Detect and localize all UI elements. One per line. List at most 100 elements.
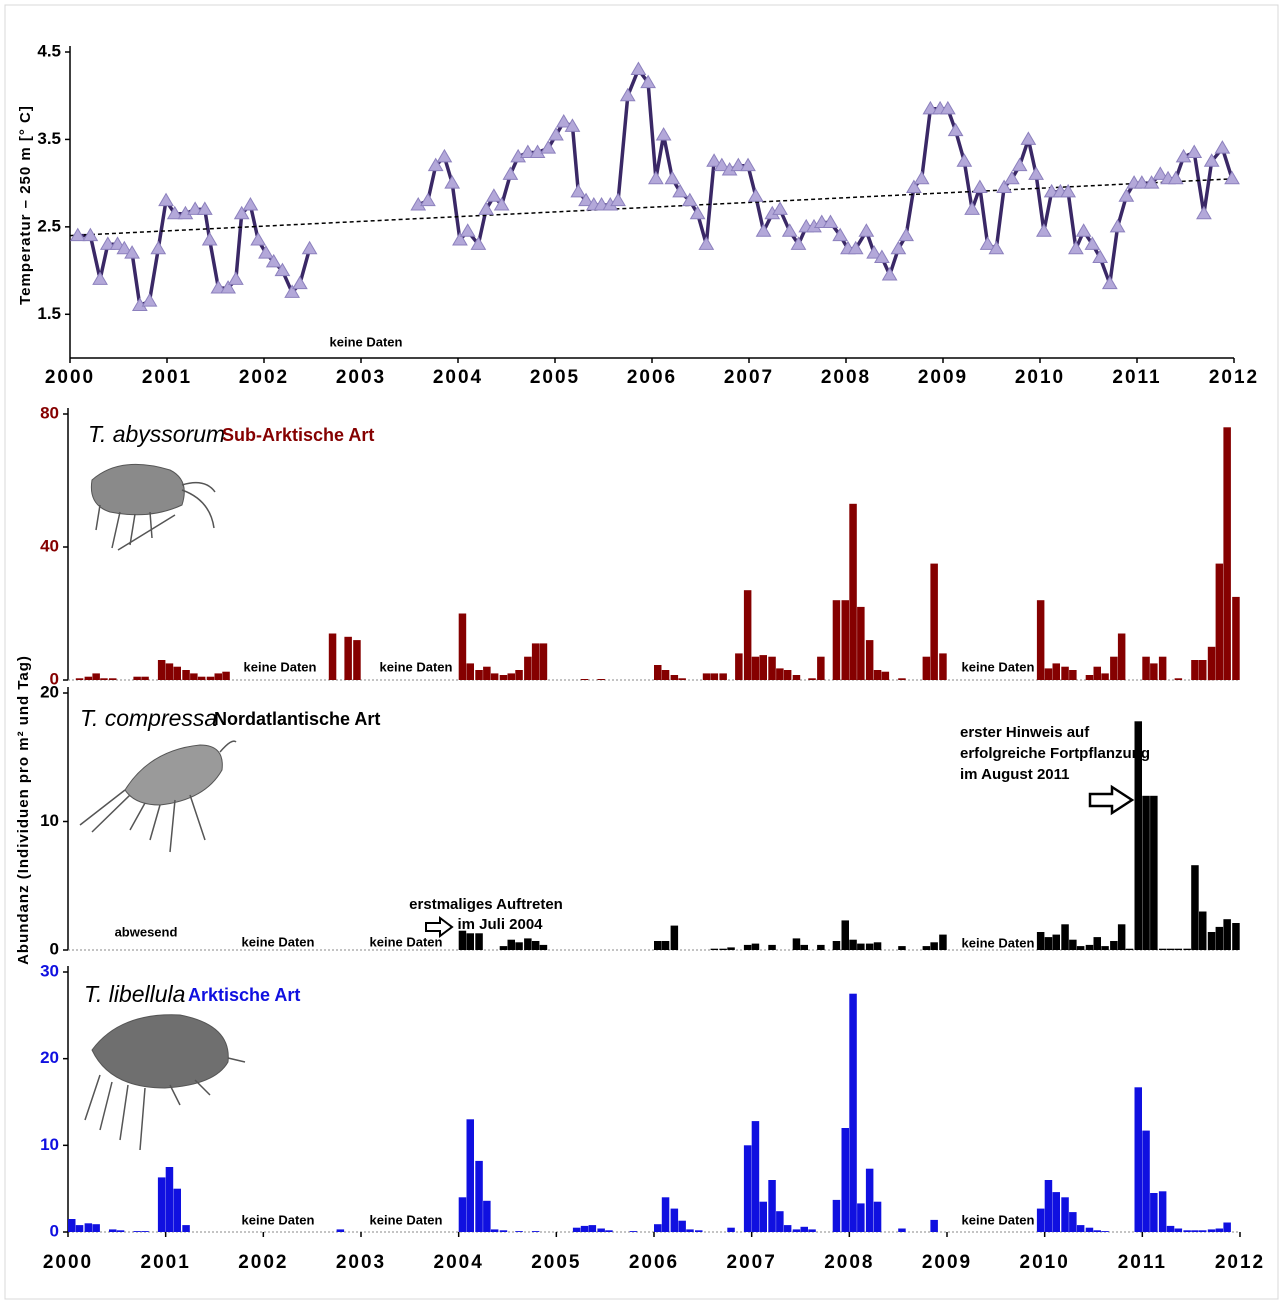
bar bbox=[832, 1199, 841, 1232]
bar bbox=[841, 600, 849, 680]
y-tick-label: 3.5 bbox=[37, 129, 61, 148]
y-tick-label: 1.5 bbox=[37, 304, 61, 323]
marker bbox=[519, 144, 536, 159]
bar bbox=[328, 633, 337, 680]
bar bbox=[1069, 939, 1077, 950]
bar bbox=[719, 948, 727, 950]
bar bbox=[939, 653, 947, 680]
bar bbox=[898, 1228, 906, 1232]
marker bbox=[964, 201, 980, 215]
marker bbox=[227, 271, 244, 285]
amphipod-abyssorum bbox=[90, 463, 216, 551]
annotation: erster Hinweis auf bbox=[960, 724, 1090, 741]
x-tick-label: 2002 bbox=[238, 1252, 288, 1273]
bar bbox=[475, 670, 483, 680]
bar bbox=[1207, 1229, 1216, 1232]
bar bbox=[466, 663, 474, 680]
arrow bbox=[425, 916, 454, 938]
bar bbox=[1191, 660, 1199, 680]
bar bbox=[792, 675, 801, 680]
bar bbox=[483, 666, 491, 680]
bar bbox=[930, 563, 938, 680]
bar bbox=[857, 943, 865, 950]
bar bbox=[727, 947, 735, 950]
annotation: keine Daten bbox=[242, 934, 315, 949]
bar bbox=[1052, 934, 1060, 950]
marker bbox=[444, 175, 461, 189]
marker bbox=[141, 293, 158, 307]
bar bbox=[800, 944, 808, 950]
bar bbox=[841, 1128, 849, 1232]
bar bbox=[759, 655, 767, 680]
marker bbox=[116, 240, 133, 255]
annotation: keine Daten bbox=[962, 935, 1035, 950]
bar bbox=[873, 1201, 882, 1232]
marker bbox=[1028, 166, 1044, 180]
x-tick-label: 2011 bbox=[1112, 367, 1161, 388]
y-axis-label: Temperatur – 250 m [° C] bbox=[17, 105, 34, 305]
bar bbox=[873, 670, 882, 680]
bar bbox=[629, 1231, 638, 1232]
bar bbox=[1174, 678, 1183, 680]
bar bbox=[524, 938, 532, 950]
marker bbox=[772, 201, 788, 215]
marker bbox=[258, 245, 274, 259]
bar bbox=[344, 636, 352, 680]
marker bbox=[301, 240, 318, 255]
bar bbox=[857, 1203, 865, 1232]
bar bbox=[1061, 924, 1069, 950]
marker bbox=[529, 144, 546, 159]
bar bbox=[475, 933, 483, 950]
frame bbox=[4, 4, 1279, 1300]
bar bbox=[490, 673, 499, 680]
marker bbox=[452, 231, 468, 246]
bar bbox=[1232, 923, 1240, 950]
bar bbox=[1158, 656, 1167, 680]
bar bbox=[881, 671, 890, 680]
bar bbox=[1085, 1227, 1094, 1232]
marker bbox=[99, 236, 116, 250]
y-tick-label: 0 bbox=[50, 939, 59, 958]
marker bbox=[69, 227, 86, 242]
panel-subtitle: Nordatlantische Art bbox=[214, 709, 380, 729]
bar bbox=[84, 676, 93, 680]
marker bbox=[1003, 170, 1020, 185]
annotation: im Juli 2004 bbox=[457, 916, 543, 933]
bar bbox=[710, 948, 719, 950]
bar bbox=[539, 643, 548, 680]
annotation: keine Daten bbox=[330, 334, 403, 349]
amphipod-libellula bbox=[84, 1014, 246, 1151]
marker bbox=[913, 170, 930, 185]
bar bbox=[898, 678, 906, 680]
marker bbox=[1133, 175, 1150, 189]
bar bbox=[458, 613, 467, 680]
bar bbox=[735, 653, 743, 680]
bar bbox=[1158, 1191, 1167, 1232]
bar bbox=[597, 679, 605, 680]
panel-subtitle: Sub-Arktische Art bbox=[222, 425, 374, 445]
bar bbox=[1158, 948, 1167, 950]
bar bbox=[1061, 666, 1069, 680]
bar bbox=[197, 676, 206, 680]
bar bbox=[1052, 663, 1060, 680]
marker bbox=[1036, 223, 1052, 237]
x-tick-label: 2010 bbox=[1020, 1252, 1070, 1273]
marker bbox=[648, 170, 664, 185]
bar bbox=[1044, 1180, 1053, 1232]
bar bbox=[654, 665, 662, 680]
x-tick-label: 2001 bbox=[141, 1252, 191, 1273]
x-tick-label: 2010 bbox=[1015, 367, 1065, 388]
bar bbox=[743, 1145, 752, 1232]
marker bbox=[898, 227, 915, 242]
bar bbox=[661, 670, 670, 680]
marker bbox=[1101, 275, 1118, 290]
bar bbox=[206, 676, 215, 680]
bar bbox=[1142, 795, 1150, 950]
marker bbox=[427, 157, 444, 172]
bar bbox=[1052, 1192, 1060, 1232]
bar bbox=[1036, 600, 1045, 680]
y-tick-label: 20 bbox=[40, 1048, 59, 1067]
x-tick-label: 2012 bbox=[1209, 367, 1259, 388]
bar bbox=[531, 643, 540, 680]
